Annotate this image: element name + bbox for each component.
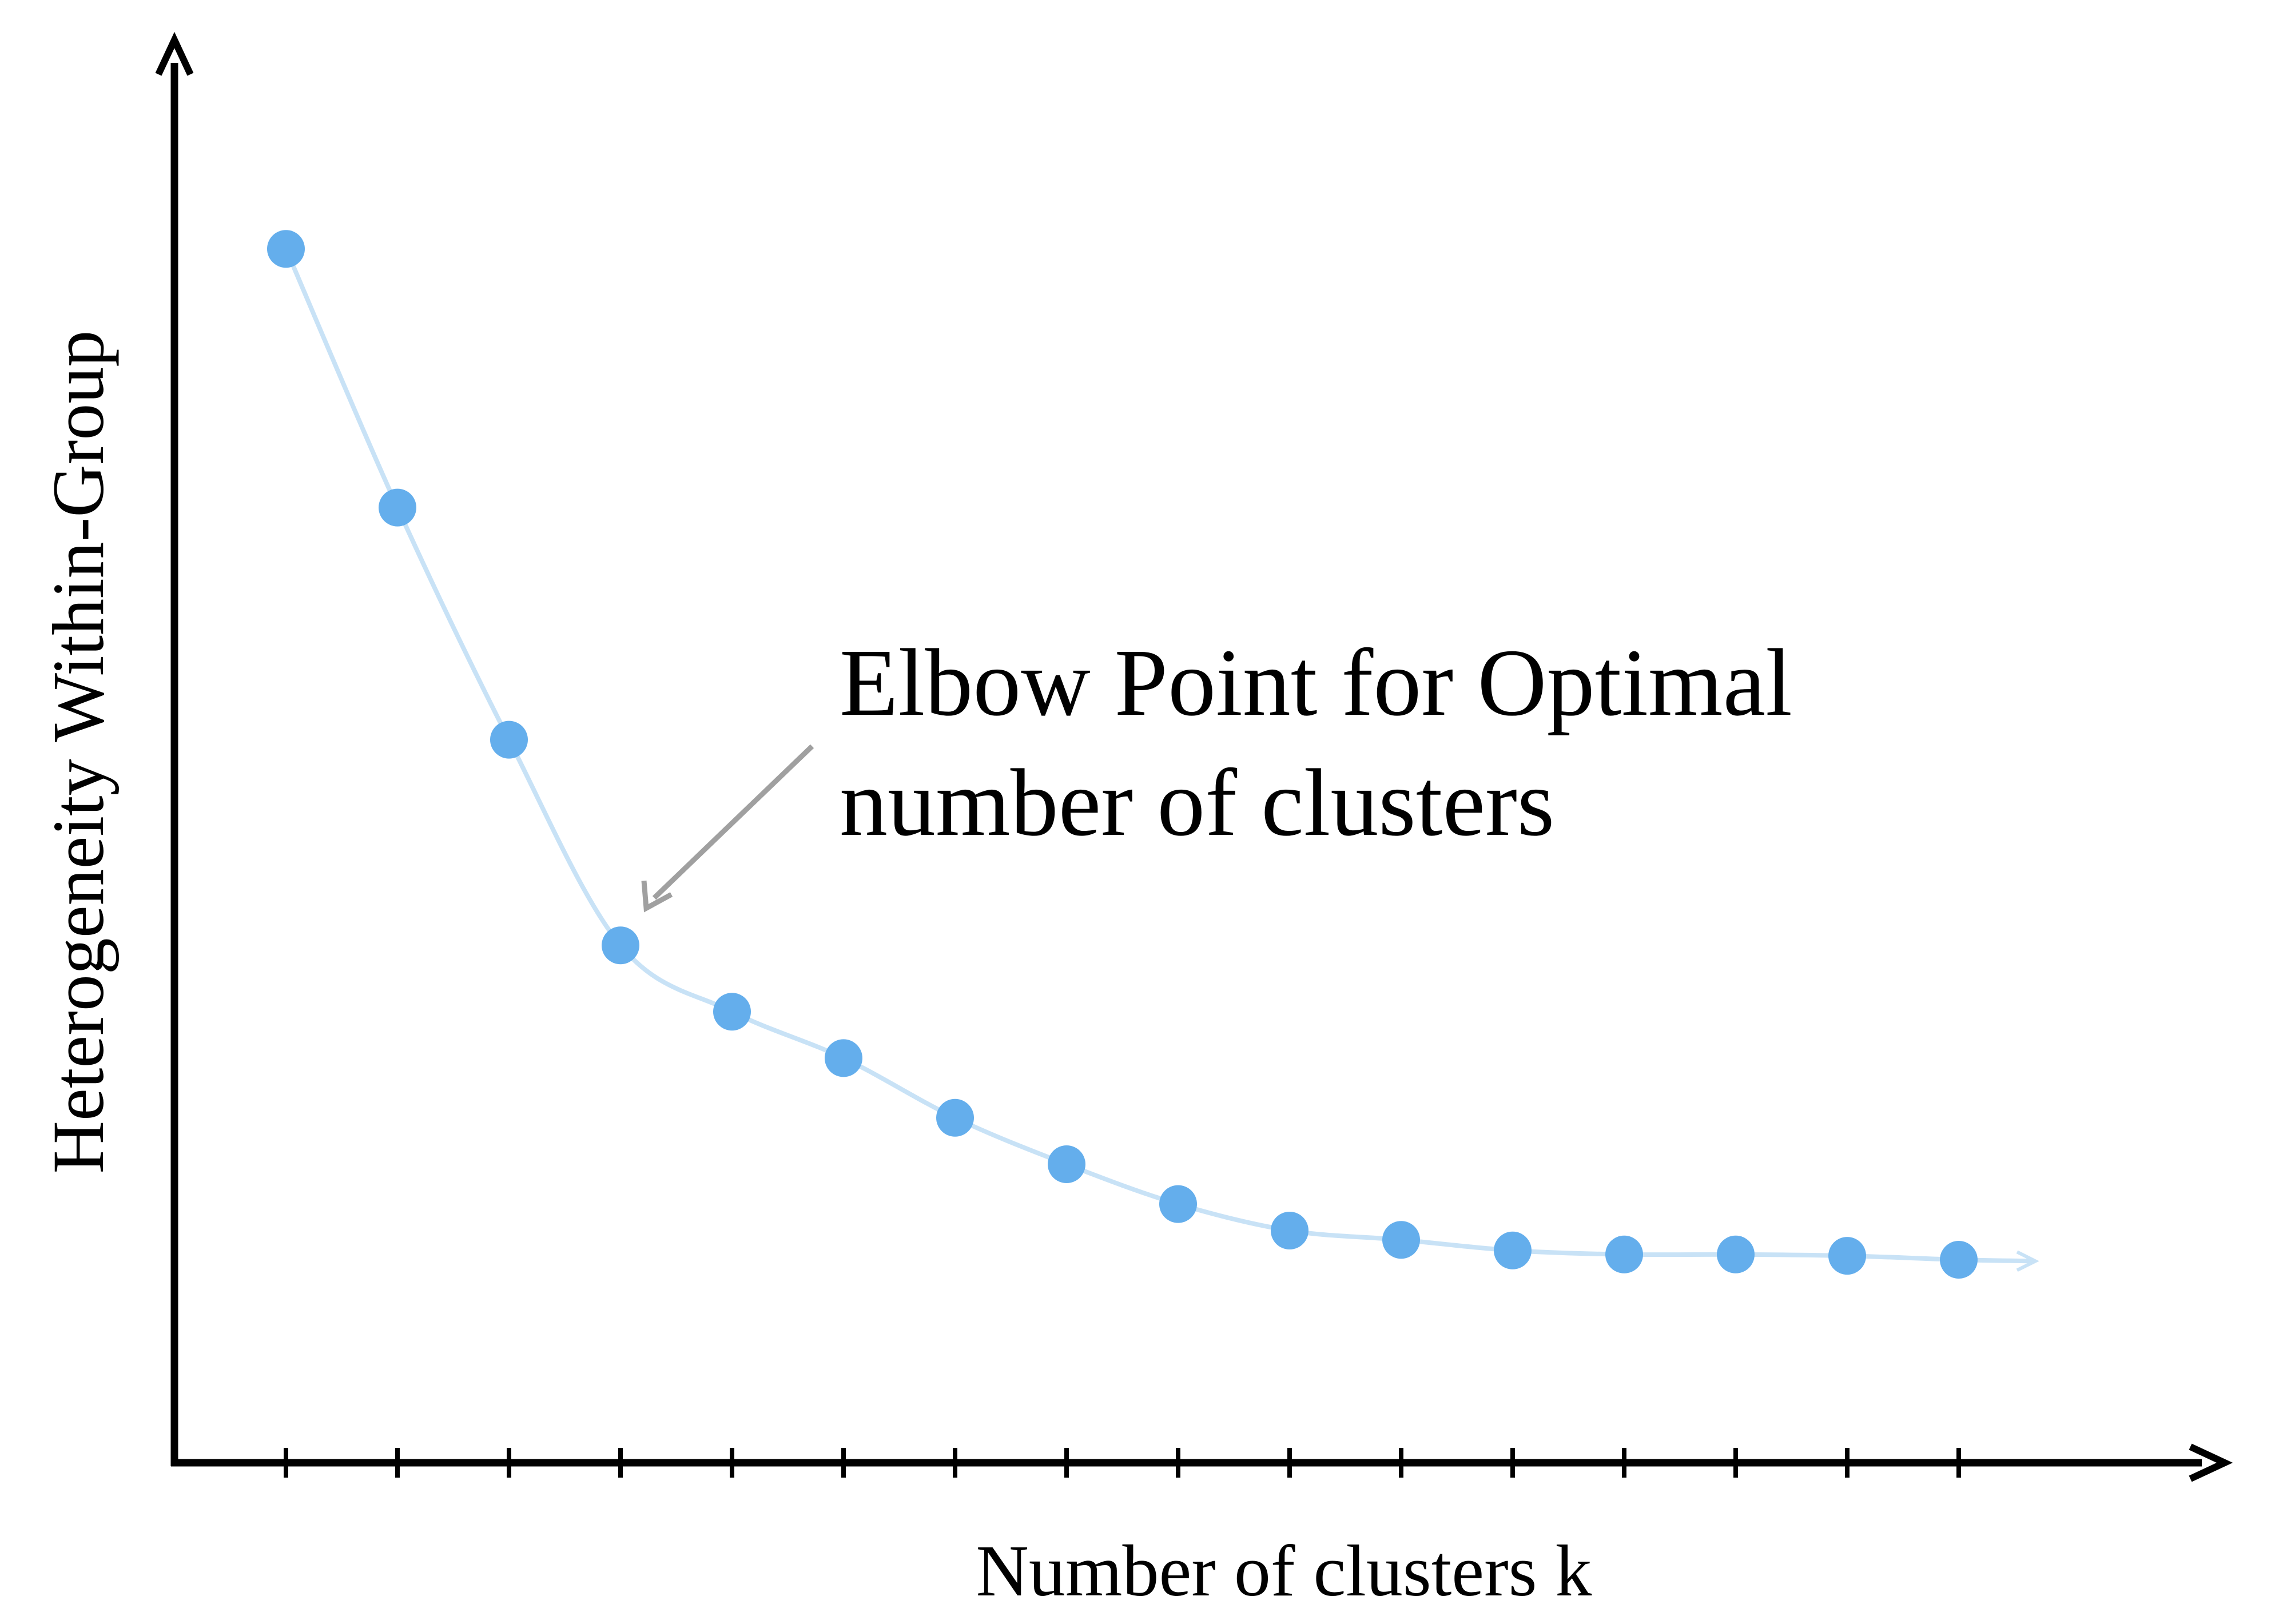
annotation-arrow-line <box>652 744 814 900</box>
data-point-7 <box>936 1098 974 1137</box>
data-point-16 <box>1940 1241 1978 1279</box>
data-point-14 <box>1717 1235 1755 1273</box>
annotation-line-2: number of clusters <box>840 750 1554 856</box>
y-axis-arrowhead <box>155 31 194 76</box>
annotation-arrowhead <box>641 880 673 913</box>
y-axis-label: Heterogeneity Within-Group <box>38 331 119 1174</box>
data-point-15 <box>1828 1237 1866 1275</box>
data-point-2 <box>379 488 416 527</box>
x-axis-label: Number of clusters k <box>976 1530 1592 1611</box>
annotation: Elbow Point for Optimal number of cluster… <box>641 630 1792 913</box>
annotation-line-1: Elbow Point for Optimal <box>840 630 1792 736</box>
data-point-8 <box>1048 1145 1085 1183</box>
data-point-4 <box>602 926 639 965</box>
data-point-5 <box>713 993 751 1031</box>
data-point-9 <box>1159 1185 1197 1223</box>
data-point-6 <box>825 1039 862 1077</box>
data-point-10 <box>1271 1212 1308 1249</box>
x-axis-arrowhead <box>2189 1443 2233 1482</box>
data-point-3 <box>490 721 528 759</box>
data-point-11 <box>1382 1221 1420 1259</box>
series-line-arrowhead <box>2016 1250 2039 1272</box>
data-point-13 <box>1605 1235 1643 1273</box>
x-ticks <box>284 1448 1961 1478</box>
annotation-text: Elbow Point for Optimal number of cluster… <box>840 630 1792 856</box>
data-point-12 <box>1494 1231 1532 1269</box>
data-point-1 <box>267 230 305 268</box>
points-layer <box>267 230 1978 1279</box>
